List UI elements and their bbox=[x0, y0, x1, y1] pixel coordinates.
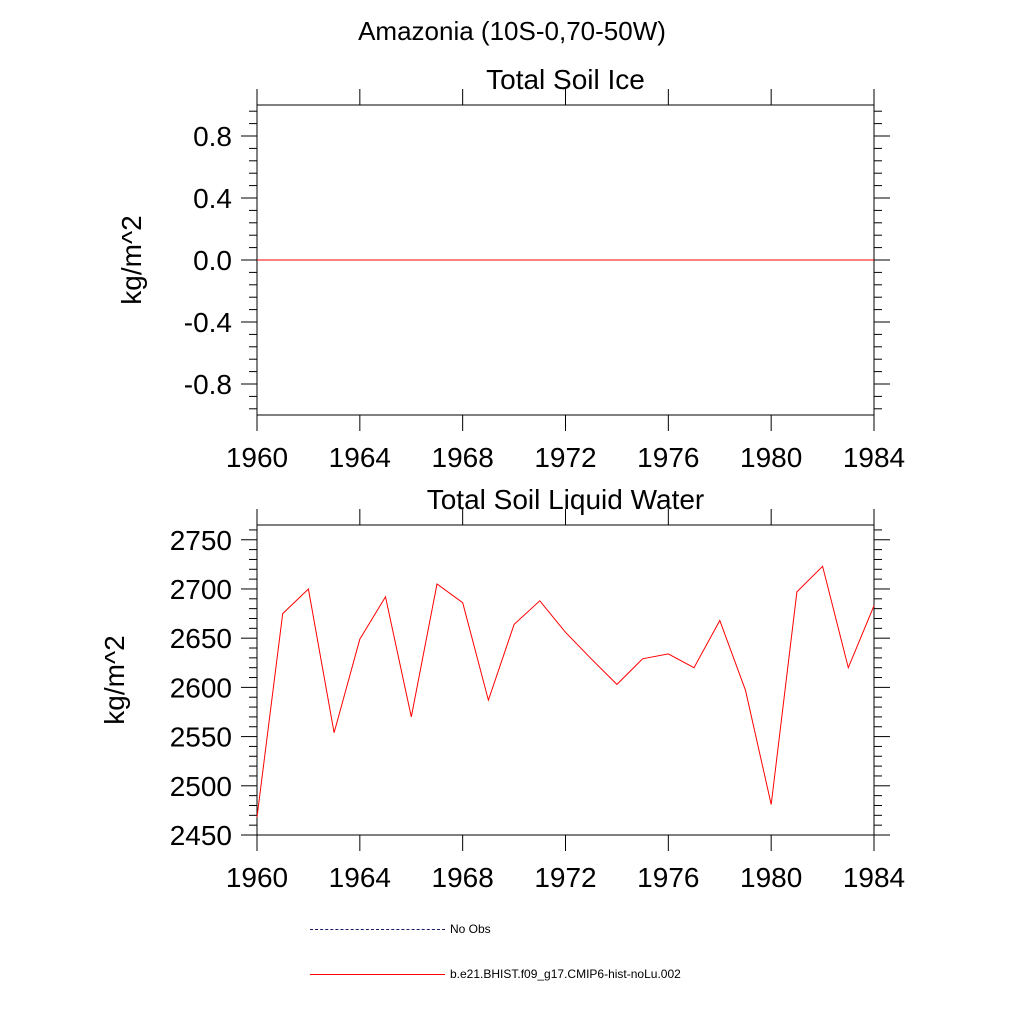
x-tick-label: 1960 bbox=[226, 862, 288, 893]
y-tick-label: -0.8 bbox=[184, 369, 232, 400]
x-tick-label: 1964 bbox=[329, 442, 391, 473]
figure-title: Amazonia (10S-0,70-50W) bbox=[358, 16, 666, 46]
x-tick-label: 1972 bbox=[534, 442, 596, 473]
y-tick-label: 2550 bbox=[170, 722, 232, 753]
plot-panel-ice: 1960 1964 1968 1972 1976 1980 1984 0.8 0.4 0.0 -0.… bbox=[116, 64, 905, 473]
x-tick-label: 1984 bbox=[843, 442, 905, 473]
x-tick-label: 1972 bbox=[534, 862, 596, 893]
y-tick-label: -0.4 bbox=[184, 307, 232, 338]
x-tick-label: 1968 bbox=[432, 862, 494, 893]
x-tick-label: 1984 bbox=[843, 862, 905, 893]
legend-swatch-dashed bbox=[310, 929, 445, 930]
y-tick-label: 2700 bbox=[170, 574, 232, 605]
y-axis-label: kg/m^2 bbox=[99, 635, 130, 724]
legend-swatch-solid bbox=[310, 974, 445, 975]
x-tick-label: 1976 bbox=[637, 862, 699, 893]
y-tick-label: 2750 bbox=[170, 525, 232, 556]
y-tick-label: 0.8 bbox=[193, 121, 232, 152]
panel-title: Total Soil Ice bbox=[486, 64, 645, 95]
x-tick-label: 1976 bbox=[637, 442, 699, 473]
x-tick-label: 1980 bbox=[740, 862, 802, 893]
y-tick-label: 0.4 bbox=[193, 183, 232, 214]
legend-label-model: b.e21.BHIST.f09_g17.CMIP6-hist-noLu.002 bbox=[450, 967, 681, 981]
x-tick-label: 1968 bbox=[432, 442, 494, 473]
plot-frame bbox=[256, 524, 875, 836]
y-axis-label: kg/m^2 bbox=[116, 215, 147, 304]
panel-title: Total Soil Liquid Water bbox=[427, 484, 705, 515]
x-tick-label: 1980 bbox=[740, 442, 802, 473]
y-tick-label: 2650 bbox=[170, 623, 232, 654]
series-line bbox=[256, 565, 875, 818]
plot-panel-water: 1960 1964 1968 1972 1976 1980 1984 2750 2700 2650… bbox=[99, 484, 905, 893]
y-tick-label: 0.0 bbox=[193, 245, 232, 276]
y-tick-label: 2600 bbox=[170, 672, 232, 703]
x-tick-label: 1964 bbox=[329, 862, 391, 893]
y-tick-label: 2450 bbox=[170, 820, 232, 851]
x-tick-label: 1960 bbox=[226, 442, 288, 473]
y-tick-label: 2500 bbox=[170, 771, 232, 802]
legend-label-no-obs: No Obs bbox=[450, 922, 491, 936]
